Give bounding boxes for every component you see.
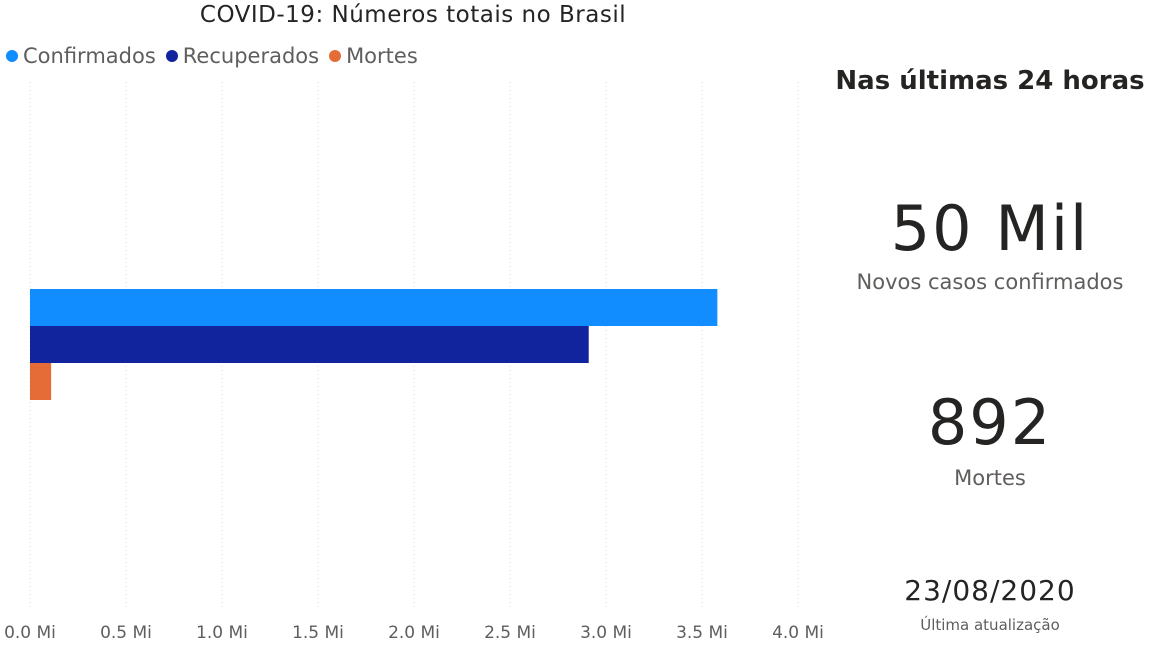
legend-item-recuperados[interactable]: Recuperados — [165, 44, 320, 68]
legend: Confirmados Recuperados Mortes — [6, 44, 418, 68]
x-tick-label: 0.0 Mi — [4, 623, 56, 643]
legend-item-mortes[interactable]: Mortes — [329, 44, 418, 68]
deaths-label: Mortes — [954, 466, 1026, 490]
x-tick-label: 2.5 Mi — [484, 623, 536, 643]
legend-dot — [6, 50, 18, 62]
x-axis-ticks: 0.0 Mi 0.5 Mi 1.0 Mi 1.5 Mi 2.0 Mi 2.5 Mi 3.0 … — [4, 623, 824, 643]
bar-chart: 0.0 Mi 0.5 Mi 1.0 Mi 1.5 Mi 2.0 Mi 2.5 Mi 3.0 … — [4, 82, 824, 643]
last-update-label: Última atualização — [920, 616, 1060, 634]
bars — [30, 289, 718, 400]
new-cases-label: Novos casos confirmados — [856, 270, 1124, 294]
legend-item-confirmados[interactable]: Confirmados — [6, 44, 156, 68]
x-tick-label: 1.5 Mi — [292, 623, 344, 643]
legend-dot — [165, 50, 178, 62]
kpi-panel: Nas últimas 24 horas 50 Mil Novos casos … — [830, 0, 1154, 650]
deaths-value: 892 — [927, 386, 1053, 459]
new-cases-value: 50 Mil — [890, 192, 1090, 265]
bar-confirmados[interactable] — [30, 289, 718, 326]
x-tick-label: 3.5 Mi — [676, 623, 728, 643]
legend-label: Mortes — [346, 44, 418, 68]
legend-label: Confirmados — [23, 44, 156, 68]
bar-recuperados[interactable] — [30, 326, 589, 363]
kpi-heading: Nas últimas 24 horas — [835, 66, 1145, 96]
bar-mortes[interactable] — [30, 363, 52, 400]
x-tick-label: 1.0 Mi — [196, 623, 248, 643]
x-tick-label: 3.0 Mi — [580, 623, 632, 643]
legend-dot — [329, 50, 342, 62]
chart-title: COVID-19: Números totais no Brasil — [199, 2, 627, 28]
x-tick-label: 0.5 Mi — [100, 623, 152, 643]
x-tick-label: 2.0 Mi — [388, 623, 440, 643]
legend-label: Recuperados — [182, 44, 320, 68]
last-update-date: 23/08/2020 — [904, 574, 1076, 607]
x-tick-label: 4.0 Mi — [772, 623, 824, 643]
